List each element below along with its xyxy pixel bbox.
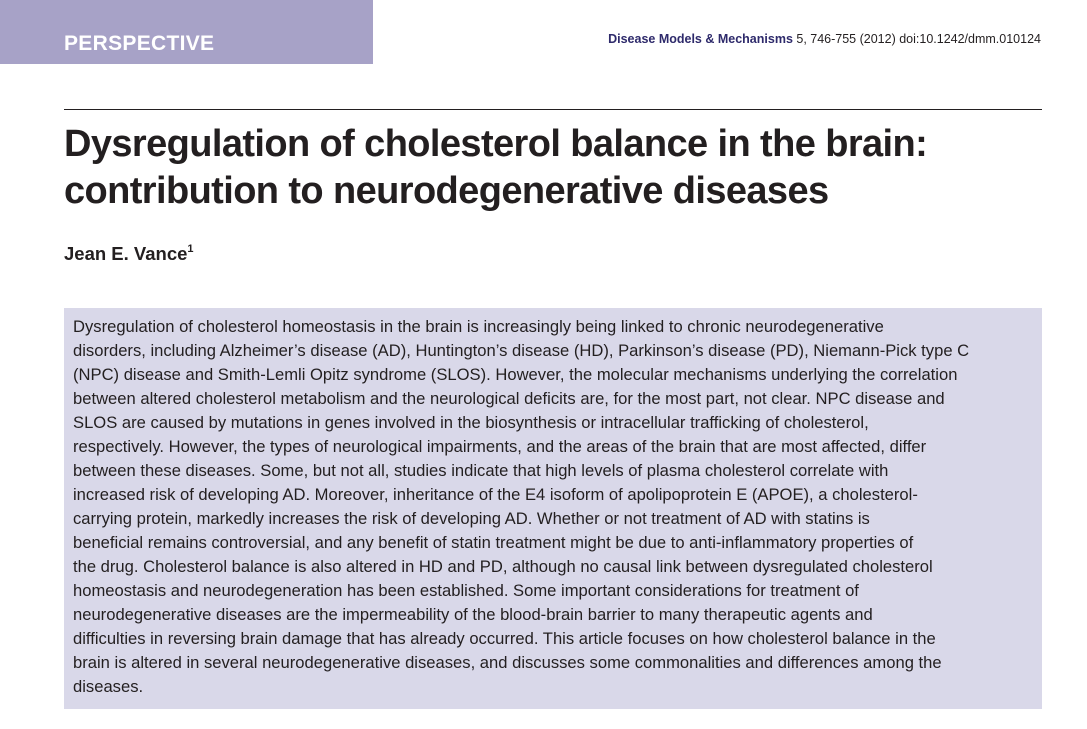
article-type-band — [0, 0, 373, 64]
abstract-line: between altered cholesterol metabolism a… — [73, 389, 945, 408]
abstract-line: the drug. Cholesterol balance is also al… — [73, 557, 933, 576]
abstract-box: Dysregulation of cholesterol homeostasis… — [64, 308, 1042, 709]
abstract-line: disorders, including Alzheimer’s disease… — [73, 341, 970, 360]
abstract-line: (NPC) disease and Smith-Lemli Opitz synd… — [73, 365, 958, 384]
article-title: Dysregulation of cholesterol balance in … — [64, 121, 1042, 215]
abstract-line: respectively. However, the types of neur… — [73, 437, 927, 456]
abstract-line: beneficial remains controversial, and an… — [73, 533, 914, 552]
abstract-text: Dysregulation of cholesterol homeostasis… — [73, 315, 1034, 699]
author-name: Jean E. Vance — [64, 243, 188, 264]
abstract-line: increased risk of developing AD. Moreove… — [73, 485, 918, 504]
abstract-line: SLOS are caused by mutations in genes in… — [73, 413, 869, 432]
abstract-line: between these diseases. Some, but not al… — [73, 461, 889, 480]
abstract-line: Dysregulation of cholesterol homeostasis… — [73, 317, 884, 336]
abstract-line: neurodegenerative diseases are the imper… — [73, 605, 873, 624]
author-line: Jean E. Vance1 — [64, 242, 194, 266]
header-rule — [64, 109, 1042, 110]
abstract-line: homeostasis and neurodegeneration has be… — [73, 581, 859, 600]
article-title-line: contribution to neurodegenerative diseas… — [64, 170, 829, 212]
abstract-line: difficulties in reversing brain damage t… — [73, 629, 936, 648]
abstract-line: carrying protein, markedly increases the… — [73, 509, 870, 528]
article-type-label: PERSPECTIVE — [64, 32, 215, 55]
journal-name: Disease Models & Mechanisms — [608, 32, 793, 46]
abstract-line: brain is altered in several neurodegener… — [73, 653, 942, 672]
citation-details: 5, 746-755 (2012) doi:10.1242/dmm.010124 — [792, 32, 1041, 46]
citation-line: Disease Models & Mechanisms 5, 746-755 (… — [608, 31, 1041, 47]
affiliation-mark: 1 — [187, 242, 194, 255]
abstract-line: diseases. — [73, 677, 144, 696]
article-title-line: Dysregulation of cholesterol balance in … — [64, 123, 928, 165]
